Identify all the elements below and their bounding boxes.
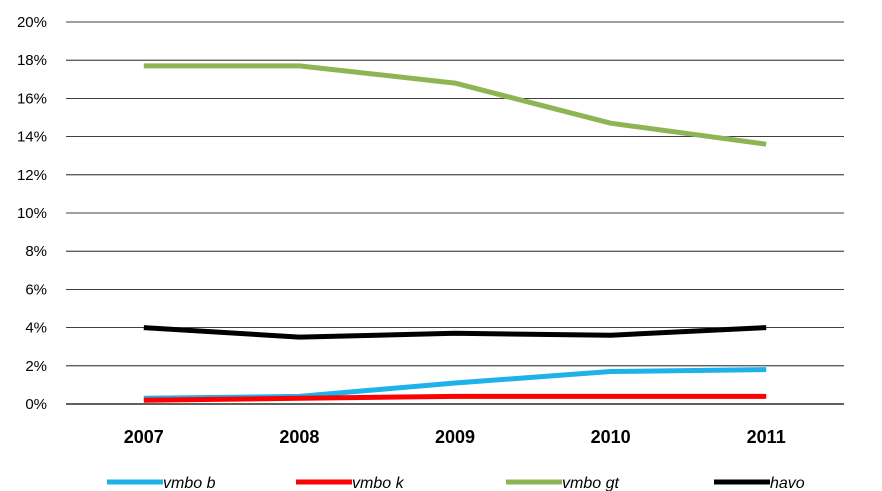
y-tick-label: 6% [25,281,47,298]
legend-label: vmbo b [163,475,216,491]
y-tick-label: 12% [17,167,47,184]
legend-label: vmbo k [352,475,405,491]
legend: vmbo b vmbo k vmbo gt havo [107,475,805,491]
y-tick-label: 10% [17,205,47,222]
x-tick-label: 2008 [279,427,319,447]
series-line-vmbo-gt [143,63,767,147]
y-tick-label: 16% [17,90,47,107]
x-tick-label: 2007 [124,427,164,447]
x-axis-ticks: 2007 2008 2009 2010 2011 [124,427,786,447]
y-tick-label: 14% [17,129,47,146]
y-tick-label: 0% [25,396,47,413]
legend-label: havo [770,475,805,491]
y-tick-label: 20% [17,14,47,31]
y-tick-label: 18% [17,52,47,69]
x-tick-label: 2011 [747,427,786,447]
x-tick-label: 2010 [591,427,631,447]
y-tick-label: 8% [25,243,47,260]
legend-label: vmbo gt [562,475,619,491]
y-axis-ticks: 0% 2% 4% 6% 8% 10% 12% 14% 16% 18% 20% [17,14,47,413]
series-line-vmbo-k [143,393,767,403]
x-tick-label: 2009 [435,427,475,447]
series-lines [143,63,767,403]
y-tick-label: 4% [25,320,47,337]
y-tick-label: 2% [25,358,47,375]
gridlines [66,21,844,405]
series-line-havo [143,325,767,340]
